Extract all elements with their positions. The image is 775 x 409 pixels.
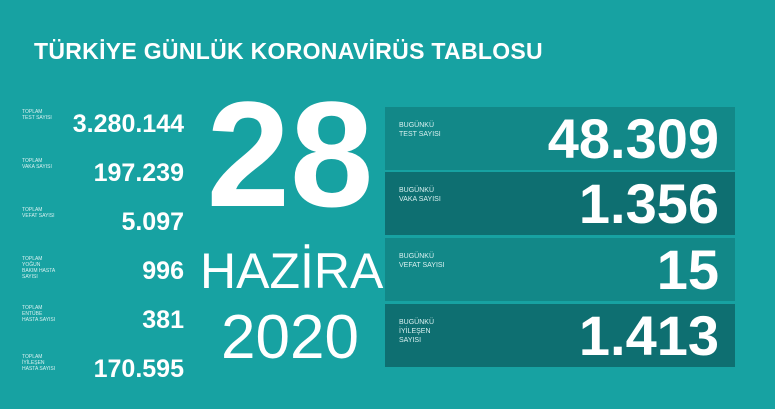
total-icu: TOPLAM YOĞUN BAKIM HASTA SAYISI 996 — [22, 253, 184, 293]
stat-label: TOPLAM YOĞUN BAKIM HASTA SAYISI — [22, 256, 55, 280]
stat-value: 170.595 — [93, 355, 184, 383]
stat-value: 197.239 — [93, 159, 184, 187]
stat-value: 1.356 — [578, 172, 719, 235]
stat-value: 15 — [656, 238, 719, 301]
stat-label: BUGÜNKÜ VAKA SAYISI — [399, 187, 441, 203]
stat-value: 5.097 — [121, 208, 184, 236]
date-day: 28 — [206, 70, 374, 238]
stat-label: BUGÜNKÜ İYİLEŞEN SAYISI — [399, 319, 435, 344]
stat-label: BUGÜNKÜ TEST SAYISI — [399, 122, 441, 138]
today-cases: BUGÜNKÜ VAKA SAYISI 1.356 — [385, 172, 735, 235]
stat-label: TOPLAM VAKA SAYISI — [22, 158, 52, 170]
total-test: TOPLAM TEST SAYISI 3.280.144 — [22, 106, 184, 146]
page-title: TÜRKİYE GÜNLÜK KORONAVİRÜS TABLOSU — [34, 38, 543, 64]
date-month: HAZİRAN — [200, 243, 420, 299]
total-cases: TOPLAM VAKA SAYISI 197.239 — [22, 155, 184, 195]
today-recovered: BUGÜNKÜ İYİLEŞEN SAYISI 1.413 — [385, 304, 735, 367]
total-intubated: TOPLAM ENTÜBE HASTA SAYISI 381 — [22, 302, 184, 342]
total-deaths: TOPLAM VEFAT SAYISI 5.097 — [22, 204, 184, 244]
stat-value: 381 — [142, 306, 184, 334]
date-year: 2020 — [221, 303, 359, 372]
stat-value: 1.413 — [578, 304, 719, 367]
stat-value: 3.280.144 — [72, 110, 184, 138]
stat-label: TOPLAM TEST SAYISI — [22, 109, 52, 121]
stat-value: 48.309 — [547, 107, 719, 170]
today-test: BUGÜNKÜ TEST SAYISI 48.309 — [385, 107, 735, 170]
stat-label: TOPLAM VEFAT SAYISI — [22, 207, 55, 219]
total-recovered: TOPLAM İYİLEŞEN HASTA SAYISI 170.595 — [22, 351, 184, 391]
stat-label: BUGÜNKÜ VEFAT SAYISI — [399, 253, 445, 269]
stat-label: TOPLAM ENTÜBE HASTA SAYISI — [22, 305, 56, 323]
stat-label: TOPLAM İYİLEŞEN HASTA SAYISI — [22, 354, 56, 372]
stat-value: 996 — [142, 257, 184, 285]
today-deaths: BUGÜNKÜ VEFAT SAYISI 15 — [385, 238, 735, 301]
